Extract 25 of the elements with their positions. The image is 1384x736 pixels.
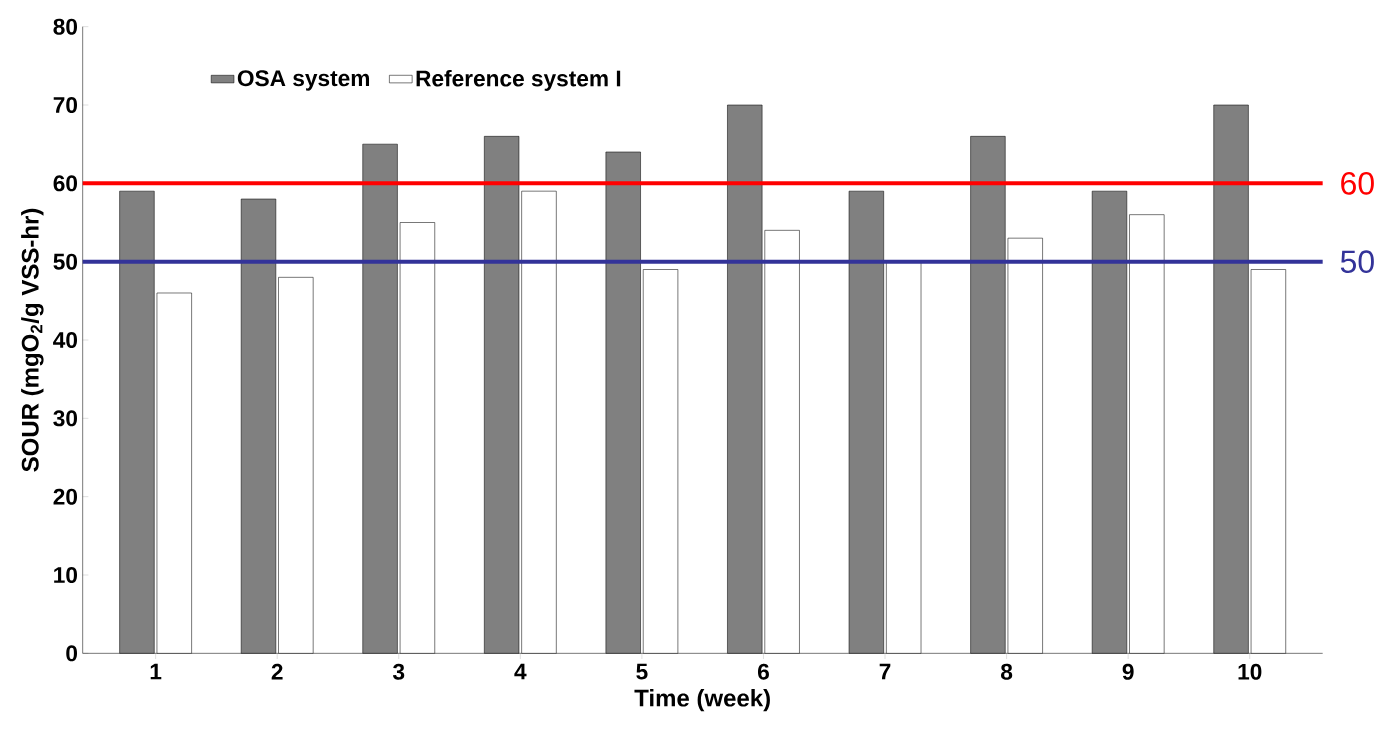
- y-tick-label: 80: [53, 18, 78, 35]
- ref-line-label: 50: [1340, 250, 1374, 273]
- y-axis-title: SOUR (mgO$_{2}$/g VSS-hr): [21, 208, 44, 472]
- y-tick-label: 10: [54, 566, 78, 584]
- x-tick-label: 3: [392, 663, 405, 680]
- x-tick-label: 6: [757, 663, 769, 680]
- y-tick-label: 30: [53, 410, 78, 427]
- y-tick-label: 50: [53, 253, 78, 270]
- y-tick-label: 20: [53, 488, 78, 505]
- x-tick-label: 7: [879, 663, 891, 680]
- y-tick-label: 40: [53, 331, 78, 349]
- y-tick-label: 0: [66, 645, 78, 662]
- y-tick-label: 60: [53, 175, 78, 192]
- ref-line-label: 60: [1341, 172, 1374, 195]
- x-tick-label: 10: [1238, 663, 1262, 680]
- x-tick-label: 1: [150, 663, 162, 680]
- y-tick-label: 70: [53, 96, 78, 114]
- x-tick-label: 2: [271, 663, 283, 680]
- legend-label: Reference system I: [416, 69, 621, 91]
- x-axis-title: Time (week): [634, 688, 770, 712]
- x-tick-label: 4: [514, 663, 527, 680]
- x-tick-label: 9: [1122, 663, 1134, 680]
- legend-label: OSA system: [237, 70, 370, 91]
- x-tick-label: 8: [1001, 663, 1013, 680]
- x-tick-label: 5: [636, 663, 648, 680]
